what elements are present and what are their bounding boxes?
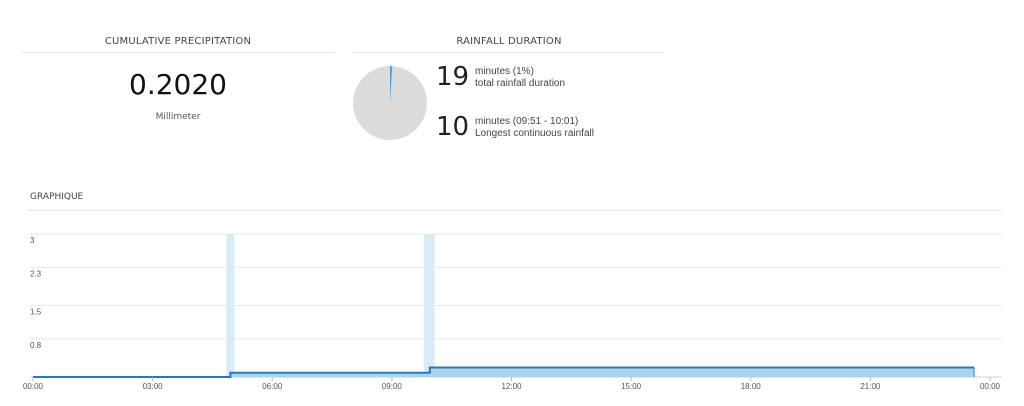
- series-area-0: [33, 367, 975, 377]
- total-duration-number: 19: [436, 62, 470, 92]
- y-tick-label-2: 1.5: [30, 308, 42, 317]
- precipitation-title: CUMULATIVE PRECIPITATION: [104, 36, 252, 47]
- x-tick-label-7: 21:00: [860, 382, 881, 391]
- x-tick-label-0: 00:00: [23, 382, 44, 391]
- longest-duration-minutes: minutes (09:51 - 10:01): [475, 116, 579, 127]
- series-line-0: [33, 366, 975, 378]
- precipitation-divider: [22, 52, 334, 53]
- y-tick-label-3: 0.8: [30, 341, 42, 350]
- pie-slice-rain: [390, 65, 393, 103]
- x-tick-label-5: 15:00: [621, 382, 642, 391]
- y-tick-label-0: 3: [30, 236, 35, 245]
- y-tick-label-1: 2.3: [30, 269, 42, 278]
- total-duration-label: total rainfall duration: [475, 78, 566, 89]
- graph-title: GRAPHIQUE: [30, 192, 84, 202]
- rainfall-duration-title: RAINFALL DURATION: [456, 36, 562, 47]
- precipitation-unit: Millimeter: [155, 112, 201, 122]
- x-tick-label-8: 00:00: [980, 382, 1001, 391]
- longest-duration-number: 10: [436, 112, 470, 142]
- longest-duration-label: Longest continuous rainfall: [475, 128, 594, 139]
- rainfall-duration-divider: [354, 52, 664, 53]
- rainfall-duration-pie: [353, 65, 427, 140]
- x-tick-label-1: 03:00: [143, 382, 164, 391]
- total-duration-minutes: minutes (1%): [475, 66, 534, 77]
- x-tick-label-2: 06:00: [262, 382, 283, 391]
- x-tick-label-6: 18:00: [741, 382, 762, 391]
- graph-divider: [28, 210, 1002, 211]
- x-tick-label-4: 12:00: [501, 382, 522, 391]
- x-tick-label-3: 09:00: [382, 382, 403, 391]
- precipitation-value: 0.2020: [129, 68, 227, 101]
